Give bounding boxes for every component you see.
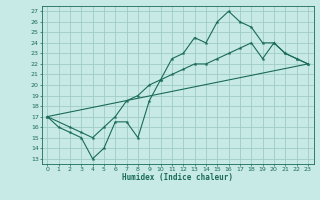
X-axis label: Humidex (Indice chaleur): Humidex (Indice chaleur) xyxy=(122,173,233,182)
